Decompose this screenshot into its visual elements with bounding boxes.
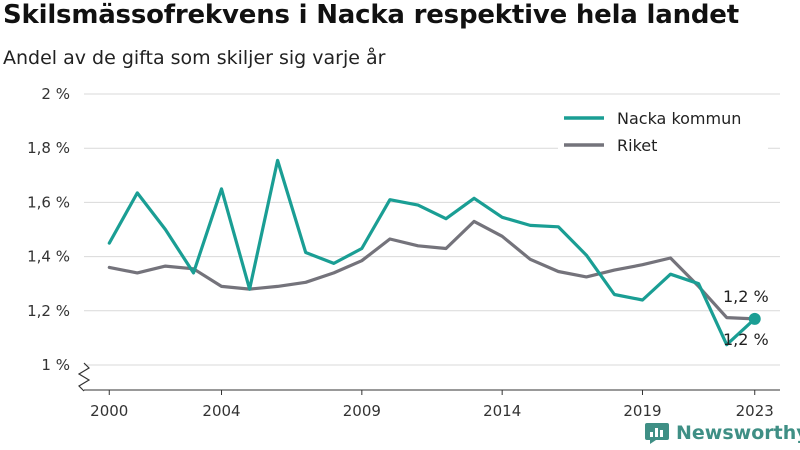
axis-break-icon bbox=[77, 362, 91, 392]
x-tick-label: 2000 bbox=[90, 402, 128, 420]
y-tick-label: 2 % bbox=[41, 85, 70, 103]
legend-label: Riket bbox=[617, 136, 657, 155]
brand-logo: Newsworthy bbox=[644, 421, 800, 445]
y-tick-label: 1,6 % bbox=[27, 193, 70, 211]
series-line-nacka bbox=[107, 158, 757, 347]
brand-name: Newsworthy bbox=[676, 422, 800, 444]
legend-label: Nacka kommun bbox=[617, 109, 741, 128]
chart-title: Skilsmässofrekvens i Nacka respektive he… bbox=[3, 0, 739, 30]
series-line-riket bbox=[107, 219, 757, 321]
x-tick-label: 2009 bbox=[343, 402, 381, 420]
x-tick-label: 2023 bbox=[736, 402, 774, 420]
y-tick-label: 1,2 % bbox=[27, 302, 70, 320]
end-label-riket: 1,2 % bbox=[723, 330, 769, 349]
chart-subtitle: Andel av de gifta som skiljer sig varje … bbox=[3, 47, 386, 69]
x-tick-label: 2004 bbox=[202, 402, 240, 420]
end-label-nacka: 1,2 % bbox=[723, 287, 769, 306]
y-tick-label: 1,8 % bbox=[27, 139, 70, 157]
newsworthy-logo-icon bbox=[645, 423, 669, 444]
legend-box bbox=[558, 100, 768, 162]
x-tick-label: 2019 bbox=[623, 402, 661, 420]
end-point-marker bbox=[748, 312, 761, 325]
y-tick-label: 1,4 % bbox=[27, 248, 70, 266]
x-tick-label: 2014 bbox=[483, 402, 521, 420]
y-tick-label: 1 % bbox=[41, 356, 70, 374]
